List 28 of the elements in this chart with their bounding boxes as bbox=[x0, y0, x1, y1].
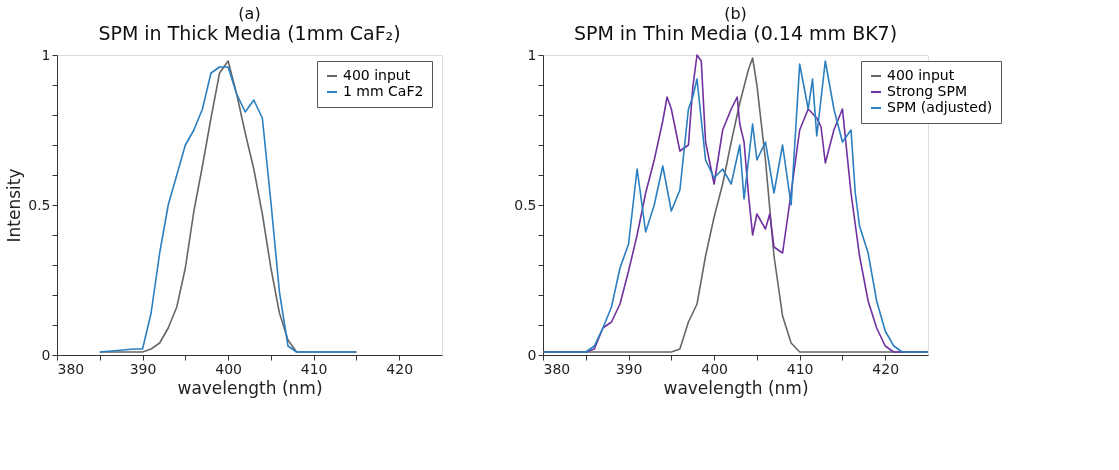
x-axis-title: wavelength (nm) bbox=[663, 377, 809, 398]
x-tick-label: 400 bbox=[215, 360, 242, 377]
x-tick-label: 380 bbox=[57, 360, 85, 377]
x-tick-label: 410 bbox=[786, 360, 814, 377]
chart-title: (b) bbox=[724, 4, 747, 23]
legend-label: Strong SPM bbox=[887, 83, 968, 99]
y-tick-label: 0.5 bbox=[28, 196, 51, 213]
chart-subtitle: SPM in Thin Media (0.14 mm BK7) bbox=[573, 22, 898, 44]
y-tick-label: 1 bbox=[41, 46, 51, 63]
legend-label: 400 input bbox=[887, 67, 955, 83]
legend-label: 400 input bbox=[343, 67, 411, 83]
chart-subtitle: SPM in Thick Media (1mm CaF₂) bbox=[98, 22, 401, 44]
x-tick-label: 380 bbox=[543, 360, 571, 377]
x-tick-label: 390 bbox=[615, 360, 643, 377]
y-tick-label: 0 bbox=[41, 346, 51, 363]
x-axis-title: wavelength (nm) bbox=[177, 377, 323, 398]
y-tick-label: 1 bbox=[527, 46, 537, 63]
legend-label: 1 mm CaF2 bbox=[343, 83, 424, 99]
x-tick-label: 420 bbox=[386, 360, 414, 377]
x-tick-label: 400 bbox=[701, 360, 728, 377]
x-tick-label: 410 bbox=[300, 360, 328, 377]
legend-label: SPM (adjusted) bbox=[887, 99, 993, 115]
chart-title: (a) bbox=[238, 4, 261, 23]
x-tick-label: 390 bbox=[129, 360, 157, 377]
x-tick-label: 420 bbox=[872, 360, 900, 377]
y-tick-label: 0 bbox=[527, 346, 537, 363]
y-tick-label: 0.5 bbox=[514, 196, 537, 213]
y-axis-title: Intensity bbox=[4, 168, 25, 243]
